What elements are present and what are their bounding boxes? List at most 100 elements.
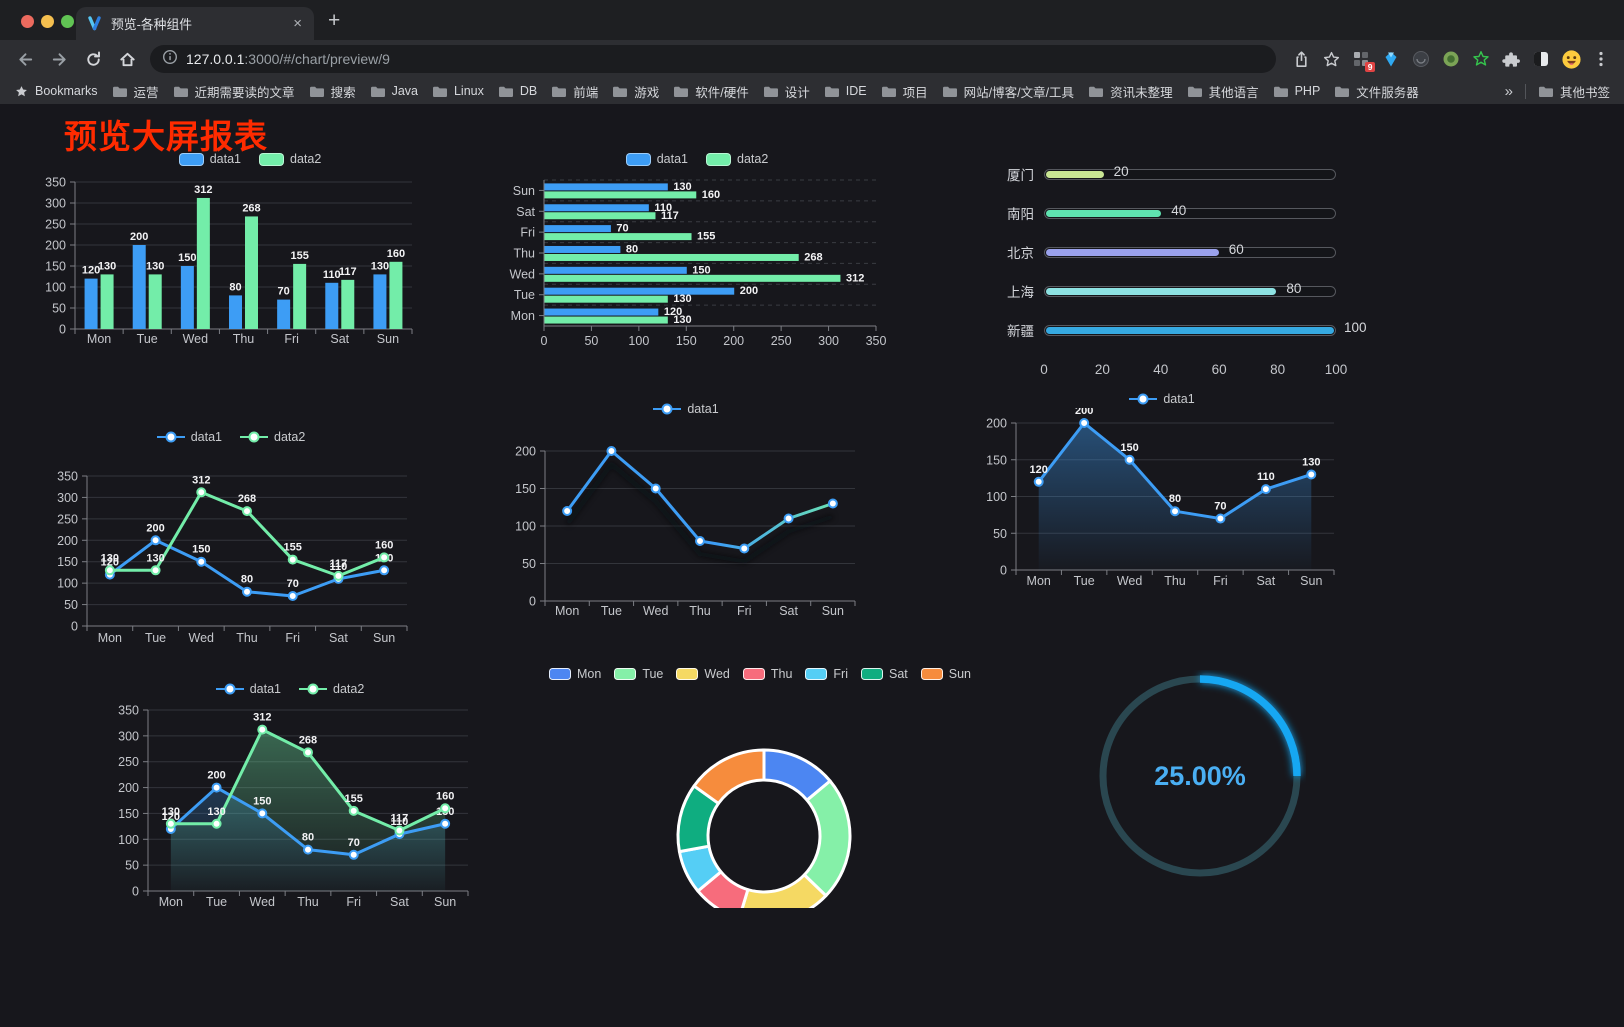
contrast-extension-icon[interactable]: [1526, 44, 1556, 74]
maximize-window-button[interactable]: [61, 15, 74, 28]
bookmarks-overflow-chevron[interactable]: »: [1504, 82, 1513, 100]
share-icon[interactable]: [1286, 44, 1316, 74]
minimize-window-button[interactable]: [41, 15, 54, 28]
svg-text:250: 250: [118, 755, 139, 769]
legend-item[interactable]: data1: [178, 152, 241, 166]
legend-swatch-icon: [178, 152, 204, 166]
progress-row[interactable]: 上海 80: [988, 280, 1360, 302]
legend-item[interactable]: Wed: [676, 667, 730, 681]
svg-text:350: 350: [57, 470, 78, 484]
gem-extension-icon[interactable]: [1376, 44, 1406, 74]
bookmark-folder-item[interactable]: 网站/博客/文章/工具: [942, 82, 1074, 101]
progress-fill: [1046, 287, 1277, 295]
bookmark-folder-item[interactable]: 文件服务器: [1334, 82, 1419, 101]
bookmark-folder-item[interactable]: 搜索: [309, 82, 356, 101]
legend-item[interactable]: Thu: [742, 667, 792, 681]
svg-text:Mon: Mon: [1027, 574, 1051, 588]
svg-text:50: 50: [52, 302, 66, 316]
bookmark-folder-item[interactable]: 前端: [551, 82, 598, 101]
bookmark-folder-item[interactable]: IDE: [824, 84, 867, 98]
reload-icon[interactable]: [76, 42, 110, 76]
legend-label: data2: [737, 152, 769, 166]
puzzle-extensions-icon[interactable]: [1496, 44, 1526, 74]
bookmarks-star-icon: [16, 85, 27, 96]
bookmark-folder-item[interactable]: 游戏: [612, 82, 659, 101]
svg-text:200: 200: [146, 522, 164, 534]
progress-row[interactable]: 北京 60: [988, 241, 1360, 263]
svg-text:Fri: Fri: [1213, 574, 1228, 588]
site-info-icon[interactable]: [162, 49, 178, 70]
legend-item[interactable]: data1: [156, 430, 222, 444]
bookmarks-manager-item[interactable]: Bookmarks: [14, 84, 98, 99]
bookmark-folder-item[interactable]: Java: [370, 84, 418, 98]
svg-text:Sat: Sat: [390, 895, 409, 909]
legend-item[interactable]: Sat: [861, 667, 908, 681]
line-two-series-chart[interactable]: data1 data2 0 50 100 150 200 250 300 350 Mon Tue Wed…: [45, 428, 417, 654]
tab-close-icon[interactable]: ×: [293, 15, 302, 32]
bookmark-folder-item[interactable]: 近期需要读的文章: [173, 82, 295, 101]
folder-icon: [613, 86, 628, 97]
legend-item[interactable]: data2: [259, 152, 321, 166]
legend-item[interactable]: Fri: [805, 667, 848, 681]
legend-item[interactable]: data1: [1129, 392, 1195, 406]
legend-item[interactable]: data1: [215, 682, 281, 696]
svg-text:Sat: Sat: [329, 631, 348, 645]
grid-extension-icon[interactable]: 9: [1346, 44, 1376, 74]
donut-chart[interactable]: Mon Tue Wed Thu Fri Sat Sun: [545, 658, 975, 908]
legend-item[interactable]: data1: [625, 152, 688, 166]
legend-item[interactable]: Sun: [920, 667, 971, 681]
close-window-button[interactable]: [21, 15, 34, 28]
area-two-series-chart[interactable]: data1 data2 0 50 100 150 200 250 300 350 Mon Tue Wed…: [100, 680, 480, 920]
legend-item[interactable]: data2: [299, 682, 364, 696]
area-single-chart[interactable]: data1 0 50 100 150 200 Mon Tue Wed Thu Fri Sat Sun 12…: [978, 390, 1346, 606]
legend-item[interactable]: data2: [706, 152, 768, 166]
progress-row[interactable]: 新疆 100: [988, 319, 1367, 341]
bookmark-folder-item[interactable]: 其他语言: [1187, 82, 1259, 101]
home-icon[interactable]: [110, 42, 144, 76]
bar-vertical-chart[interactable]: data1 data2 0 50 100 150 200 250 300 350 Mon Tue Wed…: [40, 150, 460, 366]
svg-text:Thu: Thu: [233, 332, 255, 346]
bookmark-folder-item[interactable]: PHP: [1273, 84, 1320, 98]
bookmark-folder-item[interactable]: 运营: [112, 82, 159, 101]
back-arrow-icon[interactable]: [8, 42, 42, 76]
legend-label: data2: [290, 152, 322, 166]
bookmark-folder-item[interactable]: DB: [498, 84, 537, 98]
svg-text:155: 155: [290, 250, 308, 262]
line-gradient-chart[interactable]: data1 0 50 100 150 200 Mon Tue Wed Thu Fri Sat Sun: [505, 400, 867, 626]
browser-tab[interactable]: 预览-各种组件 ×: [76, 7, 314, 40]
legend-item[interactable]: Tue: [614, 667, 663, 681]
progress-row[interactable]: 南阳 40: [988, 202, 1360, 224]
svg-text:117: 117: [330, 558, 348, 570]
forward-arrow-icon[interactable]: [42, 42, 76, 76]
address-bar[interactable]: 127.0.0.1:3000/#/chart/preview/9: [150, 45, 1276, 73]
legend-item[interactable]: data2: [240, 430, 305, 444]
folder-icon: [498, 86, 513, 97]
bookmark-folder-item[interactable]: Linux: [432, 84, 484, 98]
bookmark-folder-item[interactable]: 资讯未整理: [1088, 82, 1173, 101]
legend-item[interactable]: Mon: [548, 667, 601, 681]
green-circle-extension-icon[interactable]: [1436, 44, 1466, 74]
emoji-avatar-icon[interactable]: [1556, 44, 1586, 74]
bookmark-folder-item[interactable]: 软件/硬件: [673, 82, 749, 101]
new-tab-button[interactable]: +: [328, 9, 341, 32]
svg-text:200: 200: [723, 334, 744, 348]
gauge-chart[interactable]: 25.00%: [1094, 670, 1306, 882]
svg-text:200: 200: [515, 445, 536, 459]
bookmarks-right-group: » 其他书签: [1505, 82, 1610, 101]
dark-circle-extension-icon[interactable]: [1406, 44, 1436, 74]
bookmark-folder-item[interactable]: 项目: [881, 82, 928, 101]
other-bookmarks-item[interactable]: 其他书签: [1538, 82, 1610, 101]
green-star-extension-icon[interactable]: [1466, 44, 1496, 74]
url-path: :3000/#/chart/preview/9: [244, 51, 390, 67]
legend-item[interactable]: data1: [653, 402, 719, 416]
progress-row[interactable]: 厦门 20: [988, 163, 1360, 185]
menu-dots-icon[interactable]: [1586, 44, 1616, 74]
bar-horizontal-chart[interactable]: data1 data2 0 50 100 150 200 250 300 350 Sun 130 160…: [498, 150, 896, 366]
svg-text:155: 155: [284, 542, 302, 554]
progress-bars-chart[interactable]: 厦门 20 南阳 40 北京 60 上海 80 新疆 100 0 20 40 60 80 100: [988, 158, 1367, 388]
bookmark-folder-item[interactable]: 设计: [763, 82, 810, 101]
progress-track: [1044, 285, 1336, 297]
bookmark-star-icon[interactable]: [1316, 44, 1346, 74]
bookmark-folder-label: DB: [519, 84, 538, 98]
tab-title: 预览-各种组件: [111, 17, 193, 32]
